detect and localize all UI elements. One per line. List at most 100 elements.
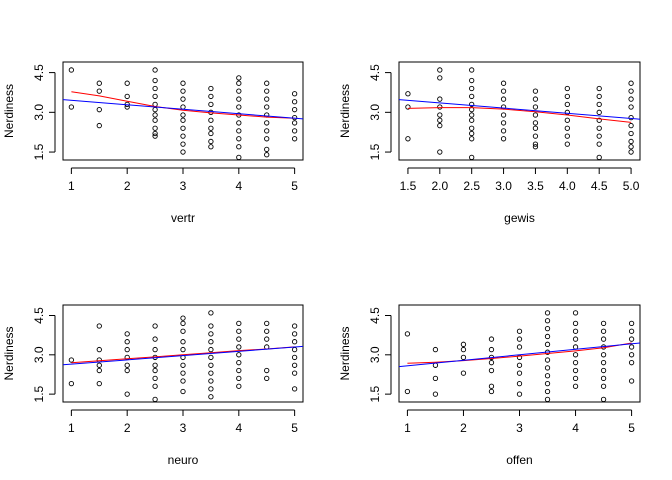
data-point [628,320,635,327]
data-point [96,107,102,113]
data-point [152,367,158,374]
data-point [600,375,607,382]
data-point [628,130,634,137]
data-point [124,80,130,86]
data-point [152,117,158,123]
data-point [152,396,158,403]
data-point [152,375,158,382]
data-point [236,80,242,86]
data-point [628,80,634,86]
data-point [437,67,443,73]
plot-frame [62,304,304,403]
linear-fit-line [398,99,641,120]
x-tick-label: 5 [291,421,298,435]
data-point [291,107,298,113]
scatter-panel-vertr: 1 2 3 4 5 1.5 3.0 4.5 vertr Nerdiness [2,61,304,225]
x-tick-label: 4.0 [559,179,576,193]
data-point [488,367,495,374]
data-point [516,344,523,350]
data-point [152,362,158,368]
data-point [291,120,298,126]
data-point [628,138,634,145]
data-point [236,104,242,110]
data-point [572,344,579,350]
data-point [596,154,602,161]
x-tick-label: 3 [516,421,523,435]
data-point [96,346,102,353]
data-point [544,333,551,340]
data-point [180,339,186,345]
data-point [544,365,551,371]
data-point [208,354,214,361]
data-point [628,336,635,342]
data-point [208,339,214,345]
x-tick-label: 1 [68,179,75,193]
data-point [208,394,214,400]
data-point [488,336,495,342]
x-tick-label: 3 [180,421,187,435]
smooth-fit-line [407,107,632,123]
data-point [68,67,75,73]
data-point [236,367,242,374]
data-point [236,320,242,327]
y-tick-label: 1.5 [32,385,46,402]
data-point [437,96,443,102]
y-tick-label: 3.0 [368,346,382,363]
data-point [264,96,270,102]
data-point [469,125,475,131]
data-point [264,88,270,94]
data-point [236,383,242,389]
data-point [96,380,102,387]
linear-fit-line [398,342,641,368]
data-point [291,370,298,376]
data-point [291,362,298,368]
data-point [208,138,214,145]
x-tick-label: 4 [235,179,242,193]
data-point [544,380,551,387]
y-tick-label: 1.5 [32,143,46,160]
data-point [432,346,439,353]
x-tick-label: 1.5 [400,179,417,193]
data-point [596,125,602,131]
data-point [628,104,634,110]
data-point [564,117,570,123]
x-tick-label: 4 [235,421,242,435]
y-axis-title: Nerdiness [2,84,16,138]
data-point [208,378,214,384]
data-point [404,331,411,337]
data-point [516,391,523,397]
data-point [208,130,214,137]
data-point [469,77,475,84]
data-point [460,370,467,376]
x-tick-label: 5 [628,421,635,435]
data-point [291,99,298,105]
x-tick-label: 5 [291,179,298,193]
data-point [180,149,186,155]
x-tick-label: 2 [460,421,467,435]
data-point [628,96,634,102]
data-point [628,122,634,129]
data-point [432,375,439,382]
data-point [532,144,539,150]
data-point [264,328,270,334]
data-point [208,362,214,368]
x-axis-title: offen [506,453,532,467]
x-axis-title: vertr [171,211,195,225]
data-point [500,88,507,94]
data-point [152,346,158,353]
data-point [264,375,270,382]
data-point [544,396,551,403]
y-tick-label: 4.5 [32,307,46,324]
x-tick-label: 3 [180,179,187,193]
data-point [264,152,270,158]
linear-fit-line [62,99,304,120]
y-tick-label: 3.0 [32,346,46,363]
data-point [124,367,130,374]
data-point [291,386,298,392]
data-point [124,331,130,337]
scatter-panel-gewis: 1.5 2.0 2.5 3.0 3.5 4.0 4.5 5.0 1.5 3.0 4.5 gewis Ne… [338,61,641,225]
data-point [572,320,579,327]
data-point [208,346,214,353]
data-point [291,346,298,353]
data-point [124,93,130,100]
